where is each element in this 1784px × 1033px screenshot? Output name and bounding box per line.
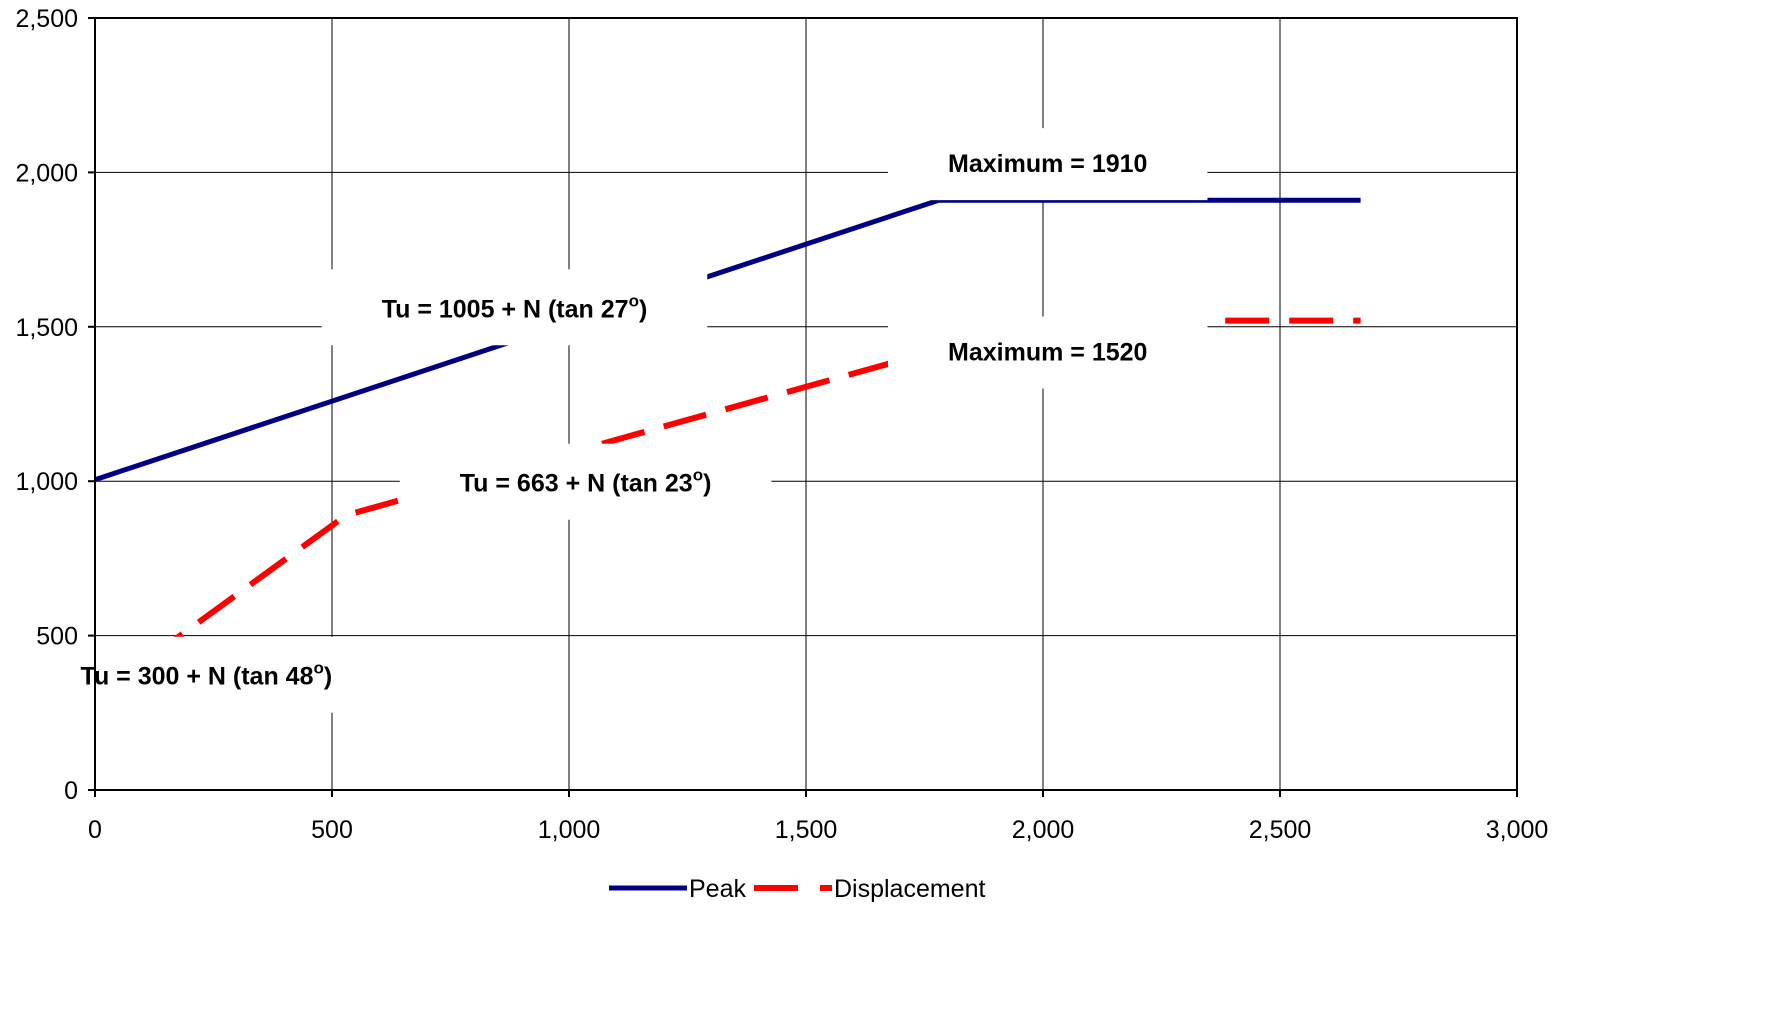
x-tick-label-2: 1,000 [538,816,601,844]
annotation-label-1: Maximum = 1910 [948,150,1147,178]
annotation-label-4: Tu = 300 + N (tan 48o) [81,659,333,691]
y-tick-label-3: 1,500 [15,314,78,342]
annotation-box-1 [888,128,1208,201]
legend-layer: Peak Displacement [609,875,985,903]
legend-label-displacement: Displacement [834,875,986,903]
x-tick-label-4: 2,000 [1012,816,1075,844]
x-tick-label-6: 3,000 [1486,816,1549,844]
annotation-box-2 [888,316,1208,389]
annotation-box-0 [321,269,708,346]
annotation-label-0: Tu = 1005 + N (tan 27o) [382,291,648,323]
y-tick-label-0: 0 [64,777,78,805]
x-tick-label-5: 2,500 [1249,816,1312,844]
axis-layer: 0 500 1,000 1,500 2,000 2,500 0 500 1,000 1,500 2,… [15,5,1548,844]
y-tick-label-4: 2,000 [15,159,78,187]
y-tick-label-2: 1,000 [15,468,78,496]
annotation-layer: Tu = 1005 + N (tan 27o) Maximum = 1910 Max… [20,128,1208,713]
y-tick-label-1: 500 [36,623,78,651]
x-tick-label-0: 0 [88,816,102,844]
annotation-label-3: Tu = 663 + N (tan 23o) [460,466,712,498]
y-tick-label-5: 2,500 [15,5,78,33]
series-line-peak [94,197,1361,483]
annotation-box-3 [399,443,772,520]
legend-label-peak: Peak [689,875,746,903]
x-tick-label-1: 500 [311,816,353,844]
annotation-label-2: Maximum = 1520 [948,339,1147,367]
annotation-box-4 [20,636,393,713]
x-tick-label-3: 1,500 [775,816,838,844]
